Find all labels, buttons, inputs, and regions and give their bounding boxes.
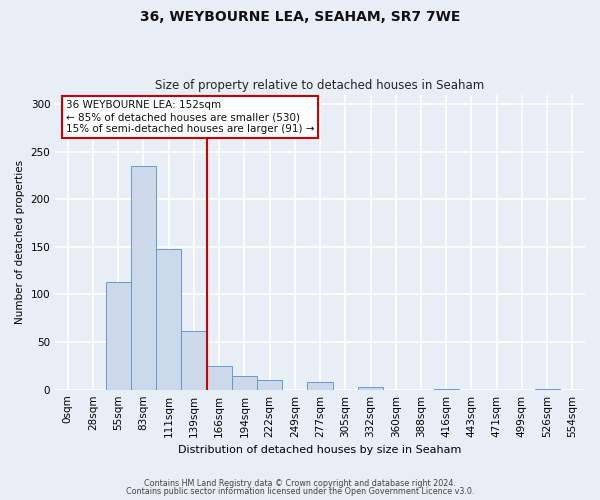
Text: 36 WEYBOURNE LEA: 152sqm
← 85% of detached houses are smaller (530)
15% of semi-: 36 WEYBOURNE LEA: 152sqm ← 85% of detach… (66, 100, 314, 134)
Bar (434, 388, 459, 390)
Bar (257, 380, 282, 390)
Bar (181, 330, 206, 390)
Y-axis label: Number of detached properties: Number of detached properties (15, 160, 25, 324)
Bar (535, 388, 560, 390)
Text: Contains public sector information licensed under the Open Government Licence v3: Contains public sector information licen… (126, 487, 474, 496)
X-axis label: Distribution of detached houses by size in Seaham: Distribution of detached houses by size … (178, 445, 462, 455)
Bar (156, 249, 181, 390)
Title: Size of property relative to detached houses in Seaham: Size of property relative to detached ho… (155, 79, 485, 92)
Bar (307, 382, 332, 390)
Bar (131, 166, 156, 390)
Bar (206, 366, 232, 390)
Bar (232, 376, 257, 390)
Bar (106, 282, 131, 390)
Text: 36, WEYBOURNE LEA, SEAHAM, SR7 7WE: 36, WEYBOURNE LEA, SEAHAM, SR7 7WE (140, 10, 460, 24)
Text: Contains HM Land Registry data © Crown copyright and database right 2024.: Contains HM Land Registry data © Crown c… (144, 478, 456, 488)
Bar (358, 387, 383, 390)
